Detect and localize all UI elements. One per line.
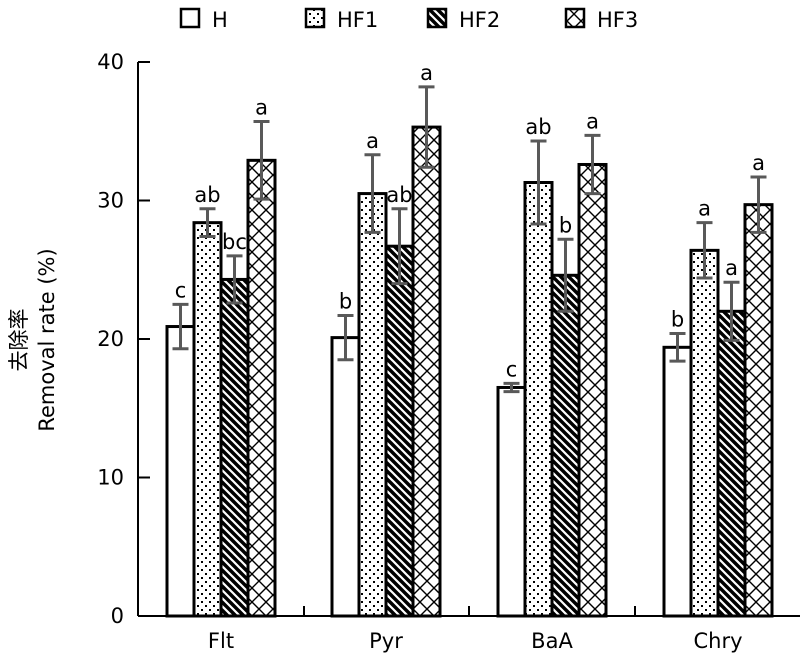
significance-letter: b [671,307,684,331]
significance-letter: c [506,357,518,381]
significance-letter: a [752,151,765,175]
error-bar [503,381,520,394]
error-bar [337,313,354,362]
error-bar [226,254,243,305]
y-tick-label: 30 [97,189,124,213]
error-bar [696,221,713,280]
bar-HF2-BaA [550,273,581,618]
legend-swatch-H [179,7,201,29]
x-tick-label: Flt [208,629,234,653]
significance-letter: ab [525,115,551,139]
bar-HF2-Flt [219,277,250,618]
y-tick-label: 40 [97,50,124,74]
error-bar [172,302,189,351]
bar-H-Chry [662,345,693,618]
bar-HF3-Chry [743,203,774,618]
x-tick-label: Pyr [369,629,403,653]
y-axis-label-cn: 去除率 [7,309,31,372]
legend-label: HF1 [337,8,378,32]
error-bar [723,280,740,342]
significance-letter: c [175,278,187,302]
bar-HF1-BaA [523,180,554,618]
x-tick-label: BaA [531,629,573,653]
error-bar [391,207,408,286]
significance-letter: b [559,213,572,237]
significance-letter: ab [194,183,220,207]
error-bar [364,153,381,234]
bar-HF1-Chry [689,248,720,618]
error-bar [750,175,767,234]
error-bar [418,85,435,169]
bar-HF3-Flt [246,158,277,618]
bar-HF3-BaA [577,162,608,618]
bar-H-BaA [496,385,527,618]
bar-H-Flt [165,325,196,618]
bar-HF3-Pyr [411,125,442,618]
significance-letter: a [698,197,711,221]
legend-label: HF3 [597,8,638,32]
legend-swatch-HF3 [564,7,586,29]
bar-HF2-Pyr [384,244,415,618]
legend: H HF1 HF2 HF3 [179,7,638,32]
y-tick-label: 20 [97,327,124,351]
bar-H-Pyr [330,336,361,618]
significance-letter: a [586,109,599,133]
y-axis-label: Removal rate (%) [35,248,59,431]
significance-letter: a [725,256,738,280]
legend-swatch-HF2 [426,7,448,29]
error-bar [199,207,216,239]
legend-label: H [212,8,228,32]
error-bar [530,139,547,226]
significance-letter: ab [386,183,412,207]
significance-letter: b [339,289,352,313]
bar-HF2-Chry [716,309,747,618]
y-tick-label: 10 [97,466,124,490]
significance-letter: a [255,96,268,120]
legend-label: HF2 [459,8,500,32]
x-tick-label: Chry [693,629,742,653]
bar-HF1-Flt [192,221,223,618]
bar-HF1-Pyr [357,192,388,618]
error-bar [253,120,270,201]
significance-letter: a [420,61,433,85]
y-tick-label: 0 [111,604,124,628]
error-bar [669,331,686,363]
error-bar [557,237,574,313]
significance-letter: a [366,129,379,153]
legend-swatch-HF1 [304,7,326,29]
error-bar [584,133,601,196]
significance-letter: bc [222,230,247,254]
